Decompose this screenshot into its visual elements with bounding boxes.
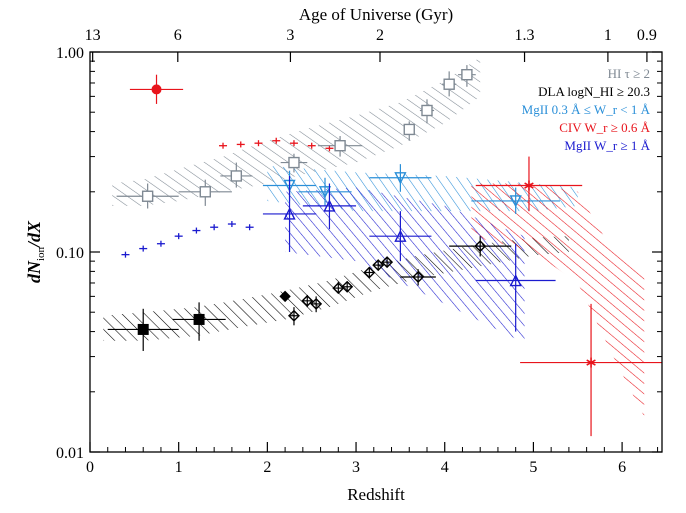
data-point	[461, 69, 473, 81]
series-group	[107, 236, 512, 351]
data-point	[421, 104, 433, 117]
data-point	[301, 294, 314, 307]
top-tick-label: 0.9	[637, 27, 657, 44]
x-tick-label: 0	[86, 459, 94, 476]
data-point	[283, 207, 296, 220]
data-point	[394, 229, 407, 242]
hatched-band	[112, 57, 481, 206]
data-point	[403, 123, 415, 136]
x-tick-label: 6	[618, 459, 626, 476]
data-point	[141, 190, 154, 202]
data-point	[151, 84, 162, 95]
data-point	[509, 195, 522, 208]
data-point	[334, 140, 346, 152]
top-tick-label: 13	[85, 27, 101, 44]
asterisk-stroke	[524, 182, 534, 189]
data-point	[394, 172, 407, 185]
top-tick-label: 3	[286, 27, 294, 44]
legend-entry: MgII 0.3 Å ≤ W_r < 1 Å	[522, 102, 651, 117]
legend-entry: CIV W_r ≥ 0.6 Å	[559, 120, 650, 135]
x-tick-label: 5	[529, 459, 537, 476]
hatched-band	[285, 187, 525, 344]
data-point	[586, 357, 596, 368]
data-point	[137, 323, 149, 335]
data-point	[199, 186, 211, 198]
data-point	[318, 186, 332, 199]
data-point	[363, 266, 376, 279]
data-point	[381, 256, 394, 269]
series-group	[129, 74, 662, 437]
y-tick-label: 1.00	[56, 45, 84, 62]
data-point	[310, 297, 323, 310]
series-group	[262, 175, 556, 332]
series-group	[116, 65, 476, 209]
data-point	[412, 270, 425, 283]
data-point	[372, 259, 385, 272]
y-axis-title: dNion/dX	[24, 220, 47, 283]
data-point	[509, 273, 522, 287]
top-tick-label: 2	[376, 27, 384, 44]
x-tick-label: 3	[352, 459, 360, 476]
data-point	[524, 180, 534, 191]
data-point	[287, 309, 300, 322]
data-point	[279, 290, 291, 303]
data-point	[341, 280, 354, 293]
x-axis-title: Redshift	[347, 485, 405, 504]
data-point	[193, 313, 205, 325]
top-tick-label: 1	[604, 27, 612, 44]
data-point	[288, 156, 300, 169]
x-tick-label: 2	[263, 459, 271, 476]
data-point	[443, 78, 455, 90]
y-tick-label: 0.01	[56, 445, 84, 462]
data-point	[230, 170, 243, 182]
legend-entry: DLA logN_HI ≥ 20.3	[538, 84, 650, 99]
x-tick-label: 4	[441, 459, 449, 476]
legend-entry: HI τ ≥ 2	[608, 66, 650, 81]
asterisk-stroke	[586, 359, 596, 366]
top-tick-label: 6	[174, 27, 182, 44]
top-axis-title: Age of Universe (Gyr)	[299, 5, 453, 24]
y-tick-label: 0.10	[56, 245, 84, 262]
data-point	[323, 199, 336, 212]
x-tick-label: 1	[175, 459, 183, 476]
top-tick-label: 1.3	[515, 27, 535, 44]
data-point	[474, 240, 487, 253]
legend-entry: MgII W_r ≥ 1 Å	[564, 138, 650, 153]
